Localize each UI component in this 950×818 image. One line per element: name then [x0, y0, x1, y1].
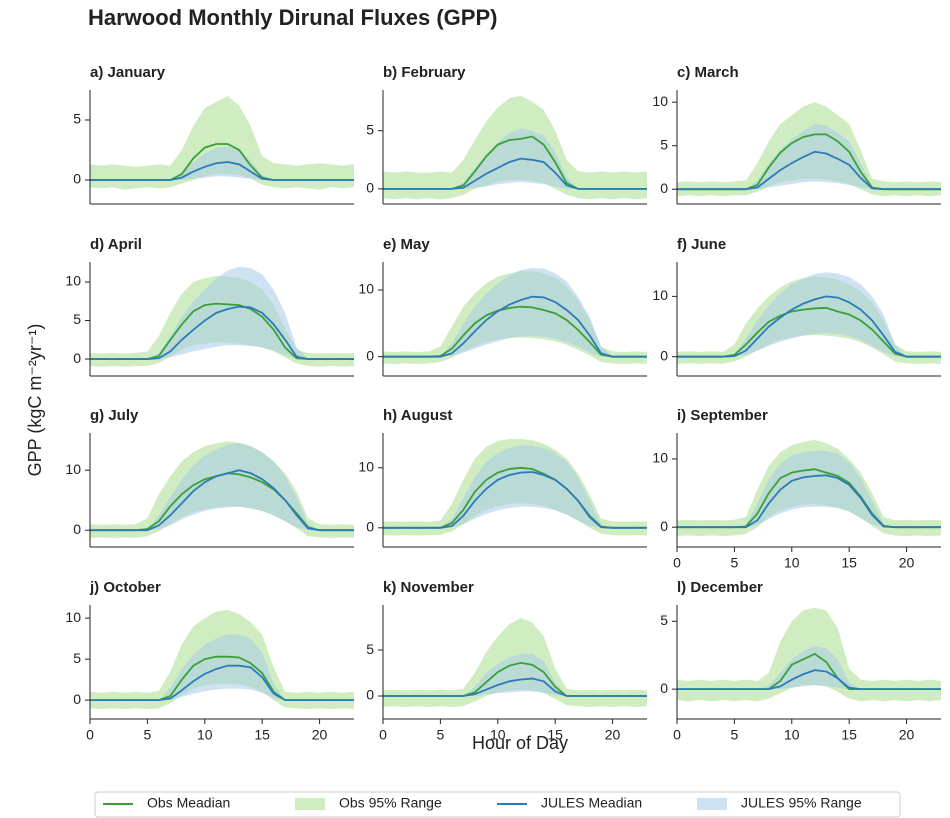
subplot-title: e) May [383, 236, 430, 253]
figure-title: Harwood Monthly Dirunal Fluxes (GPP) [88, 5, 497, 30]
median-line [677, 295, 941, 358]
x-tick-label: 0 [379, 727, 387, 743]
median-line [90, 305, 354, 360]
x-tick-label: 5 [436, 727, 444, 743]
y-tick-label: 10 [652, 93, 668, 109]
x-tick-label: 15 [547, 727, 563, 743]
y-tick-label: 0 [366, 180, 374, 196]
x-tick-label: 0 [673, 727, 681, 743]
median-line [383, 471, 647, 529]
range-band [383, 128, 647, 189]
median-line [383, 677, 647, 697]
x-tick-label: 10 [490, 727, 506, 743]
x-tick-label: 20 [312, 727, 328, 743]
subplot-title: f) June [677, 236, 726, 253]
range-band [90, 443, 354, 531]
x-tick-label: 20 [899, 555, 915, 571]
legend-label: Obs 95% Range [339, 795, 442, 811]
y-tick-label: 5 [366, 121, 374, 137]
subplot-title: d) April [90, 236, 142, 253]
y-tick-label: 10 [652, 450, 668, 466]
subplot-title: i) September [677, 407, 768, 424]
y-tick-label: 5 [73, 311, 81, 327]
median-line [677, 150, 941, 191]
y-tick-label: 0 [73, 350, 81, 366]
y-tick-label: 5 [73, 111, 81, 127]
range-band [90, 96, 354, 190]
legend-label: Obs Meadian [147, 795, 230, 811]
median-line [383, 295, 647, 358]
subplot-title: c) March [677, 64, 739, 81]
x-tick-label: 15 [841, 555, 857, 571]
y-tick-label: 0 [73, 691, 81, 707]
y-tick-label: 0 [660, 347, 668, 363]
subplot-title: l) December [677, 579, 763, 596]
range-band [677, 123, 941, 190]
y-tick-label: 10 [358, 459, 374, 475]
x-tick-label: 0 [673, 555, 681, 571]
subplot-title: j) October [89, 579, 161, 596]
x-tick-label: 15 [254, 727, 270, 743]
x-tick-label: 15 [841, 727, 857, 743]
y-tick-label: 10 [65, 461, 81, 477]
x-axis-label: Hour of Day [472, 733, 568, 753]
y-tick-label: 10 [65, 273, 81, 289]
subplot-title: g) July [90, 407, 139, 424]
y-tick-label: 5 [660, 136, 668, 152]
range-band [677, 272, 941, 357]
range-band [383, 445, 647, 528]
subplot-title: h) August [383, 407, 452, 424]
y-tick-label: 0 [660, 680, 668, 696]
x-tick-label: 5 [730, 727, 738, 743]
y-tick-label: 0 [366, 347, 374, 363]
y-tick-label: 10 [652, 287, 668, 303]
subplot-title: k) November [383, 579, 474, 596]
y-tick-label: 0 [366, 687, 374, 703]
median-line [677, 669, 941, 691]
median-line [90, 161, 354, 181]
y-tick-label: 0 [660, 180, 668, 196]
y-tick-label: 5 [73, 650, 81, 666]
x-tick-label: 20 [899, 727, 915, 743]
range-band [677, 645, 941, 690]
median-line [90, 469, 354, 532]
y-tick-label: 10 [358, 281, 374, 297]
legend-swatch [295, 798, 325, 810]
range-band [383, 268, 647, 357]
median-line [677, 474, 941, 529]
x-tick-label: 20 [605, 727, 621, 743]
y-tick-label: 0 [366, 519, 374, 535]
subplot-title: b) February [383, 64, 466, 81]
x-tick-label: 10 [784, 727, 800, 743]
x-tick-label: 5 [143, 727, 151, 743]
median-line [383, 157, 647, 190]
y-tick-label: 0 [660, 518, 668, 534]
median-line [90, 664, 354, 702]
y-axis-label: GPP (kgC m⁻²yr⁻¹) [25, 324, 45, 477]
legend-swatch [697, 798, 727, 810]
x-tick-label: 0 [86, 727, 94, 743]
x-tick-label: 10 [197, 727, 213, 743]
x-tick-label: 5 [730, 555, 738, 571]
legend-label: JULES 95% Range [741, 795, 862, 811]
subplot-title: a) January [90, 64, 166, 81]
y-tick-label: 0 [73, 521, 81, 537]
x-tick-label: 10 [784, 555, 800, 571]
range-band [677, 450, 941, 528]
y-tick-label: 5 [660, 612, 668, 628]
y-tick-label: 5 [366, 641, 374, 657]
range-band [383, 653, 647, 697]
y-tick-label: 0 [73, 171, 81, 187]
legend-label: JULES Meadian [541, 795, 642, 811]
range-band [90, 266, 354, 360]
y-tick-label: 10 [65, 609, 81, 625]
